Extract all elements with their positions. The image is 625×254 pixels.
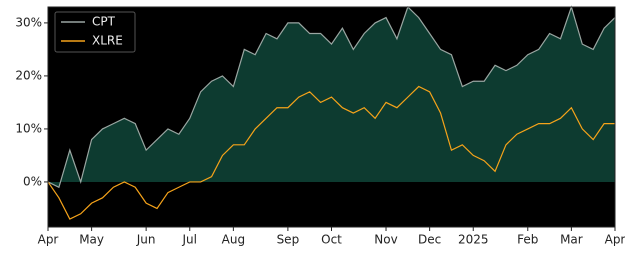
y-tick-label: 30% bbox=[15, 15, 42, 29]
legend: CPT XLRE bbox=[54, 11, 136, 53]
plot-frame bbox=[47, 6, 616, 228]
x-tick-label: Mar bbox=[560, 233, 583, 247]
legend-label: CPT bbox=[92, 15, 116, 29]
x-tick-label: 2025 bbox=[458, 233, 489, 247]
x-tick-label: Nov bbox=[374, 233, 397, 247]
x-tick-label: Apr bbox=[605, 233, 625, 247]
y-tick-label: 20% bbox=[15, 68, 42, 82]
x-tick-label: Jul bbox=[182, 233, 197, 247]
y-tick-label: 10% bbox=[15, 121, 42, 135]
line bbox=[47, 85, 615, 220]
y-tick-label: 0% bbox=[23, 174, 42, 188]
x-tick-label: Jun bbox=[136, 233, 156, 247]
x-tick-label: Oct bbox=[321, 233, 342, 247]
x-tick-label: May bbox=[79, 233, 104, 247]
x-tick-label: Sep bbox=[277, 233, 300, 247]
x-tick-label: Dec bbox=[418, 233, 441, 247]
x-tick-label: Feb bbox=[517, 233, 538, 247]
x-tick-label: Aug bbox=[222, 233, 245, 247]
legend-label: XLRE bbox=[92, 34, 123, 48]
x-tick-label: Apr bbox=[38, 233, 59, 247]
line bbox=[47, 5, 616, 189]
